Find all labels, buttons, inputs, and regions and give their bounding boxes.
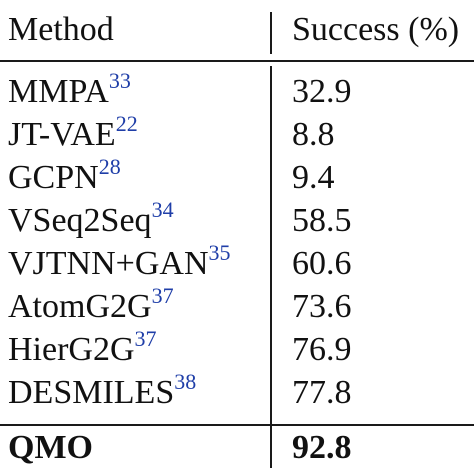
citation-ref[interactable]: 33 [108,68,131,93]
final-row-method: QMO [8,429,93,466]
table-row-success: 8.8 [292,116,335,153]
table-row-method: VJTNN+GAN35 [8,242,231,284]
column-divider-body [270,66,272,468]
table-row-method: GCPN28 [8,156,121,198]
citation-ref[interactable]: 34 [151,197,174,222]
final-row-rule [0,424,474,426]
table-row-success: 32.9 [292,73,352,110]
table-row-method: DESMILES38 [8,371,196,413]
method-name: MMPA [8,73,109,110]
citation-ref[interactable]: 38 [174,369,197,394]
method-name: GCPN [8,159,99,196]
citation-ref[interactable]: 37 [134,326,157,351]
header-success: Success (%) [292,11,460,48]
method-name: HierG2G [8,331,135,368]
method-name: AtomG2G [8,288,152,325]
table-row-success: 58.5 [292,202,352,239]
table-row-success: 9.4 [292,159,335,196]
table-row-method: VSeq2Seq34 [8,199,174,241]
citation-ref[interactable]: 28 [98,154,121,179]
method-name: DESMILES [8,374,175,411]
column-divider-header [270,12,272,54]
citation-ref[interactable]: 35 [208,240,231,265]
citation-ref[interactable]: 37 [151,283,174,308]
table-row-method: MMPA33 [8,70,131,112]
table-row-success: 73.6 [292,288,352,325]
table-row-success: 77.8 [292,374,352,411]
table-row-success: 76.9 [292,331,352,368]
header-method: Method [8,11,114,48]
table-row-success: 60.6 [292,245,352,282]
method-name: VSeq2Seq [8,202,152,239]
method-name: VJTNN+GAN [8,245,209,282]
table-row-method: HierG2G37 [8,328,157,370]
citation-ref[interactable]: 22 [115,111,138,136]
final-row-success: 92.8 [292,429,352,466]
header-rule [0,60,474,62]
method-name: JT-VAE [8,116,116,153]
table-row-method: JT-VAE22 [8,113,138,155]
table-row-method: AtomG2G37 [8,285,174,327]
